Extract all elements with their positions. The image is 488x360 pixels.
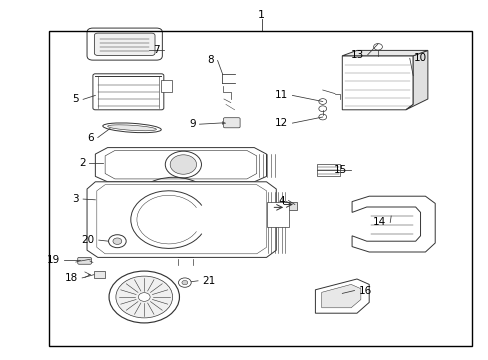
- FancyBboxPatch shape: [87, 28, 162, 60]
- Text: 17: 17: [137, 307, 151, 317]
- Polygon shape: [266, 202, 288, 227]
- Bar: [285, 202, 297, 210]
- Bar: [316, 164, 340, 176]
- Circle shape: [318, 99, 326, 104]
- Text: 18: 18: [65, 273, 78, 283]
- Polygon shape: [87, 182, 276, 257]
- Ellipse shape: [107, 125, 156, 131]
- Circle shape: [138, 293, 150, 301]
- Polygon shape: [342, 50, 427, 56]
- Circle shape: [178, 278, 191, 287]
- Polygon shape: [105, 150, 256, 179]
- Circle shape: [108, 235, 126, 248]
- Text: 7: 7: [153, 45, 160, 55]
- Text: 1: 1: [258, 10, 264, 20]
- Text: 2: 2: [79, 158, 85, 168]
- Text: 5: 5: [72, 94, 79, 104]
- FancyBboxPatch shape: [94, 33, 155, 55]
- Bar: [94, 271, 104, 278]
- Text: 16: 16: [358, 285, 371, 296]
- Circle shape: [109, 271, 179, 323]
- Circle shape: [318, 106, 326, 112]
- FancyBboxPatch shape: [93, 74, 163, 110]
- Ellipse shape: [102, 123, 161, 133]
- Polygon shape: [315, 279, 368, 313]
- Text: 6: 6: [87, 132, 94, 143]
- Text: 15: 15: [333, 165, 346, 175]
- Text: 4: 4: [277, 195, 284, 206]
- Polygon shape: [351, 196, 434, 252]
- FancyBboxPatch shape: [223, 118, 240, 128]
- Polygon shape: [95, 148, 266, 182]
- Text: 11: 11: [275, 90, 288, 100]
- Polygon shape: [405, 50, 427, 110]
- Bar: [49, 31, 471, 346]
- Text: 20: 20: [81, 235, 95, 245]
- Text: 21: 21: [202, 276, 215, 286]
- Polygon shape: [342, 56, 412, 110]
- Text: 12: 12: [275, 118, 288, 128]
- Circle shape: [373, 44, 382, 50]
- Polygon shape: [321, 284, 360, 308]
- Text: 13: 13: [350, 50, 363, 60]
- Circle shape: [113, 238, 122, 244]
- Circle shape: [170, 155, 196, 174]
- Text: 3: 3: [72, 194, 79, 204]
- Text: 9: 9: [188, 119, 195, 129]
- Circle shape: [116, 276, 172, 318]
- Text: 8: 8: [206, 55, 213, 66]
- Bar: [161, 80, 172, 92]
- Text: 10: 10: [413, 53, 426, 63]
- FancyBboxPatch shape: [78, 257, 91, 264]
- Circle shape: [182, 280, 187, 285]
- Text: 19: 19: [46, 255, 60, 265]
- Text: 14: 14: [372, 217, 386, 228]
- Circle shape: [318, 114, 326, 120]
- Polygon shape: [97, 185, 266, 254]
- Circle shape: [165, 151, 201, 178]
